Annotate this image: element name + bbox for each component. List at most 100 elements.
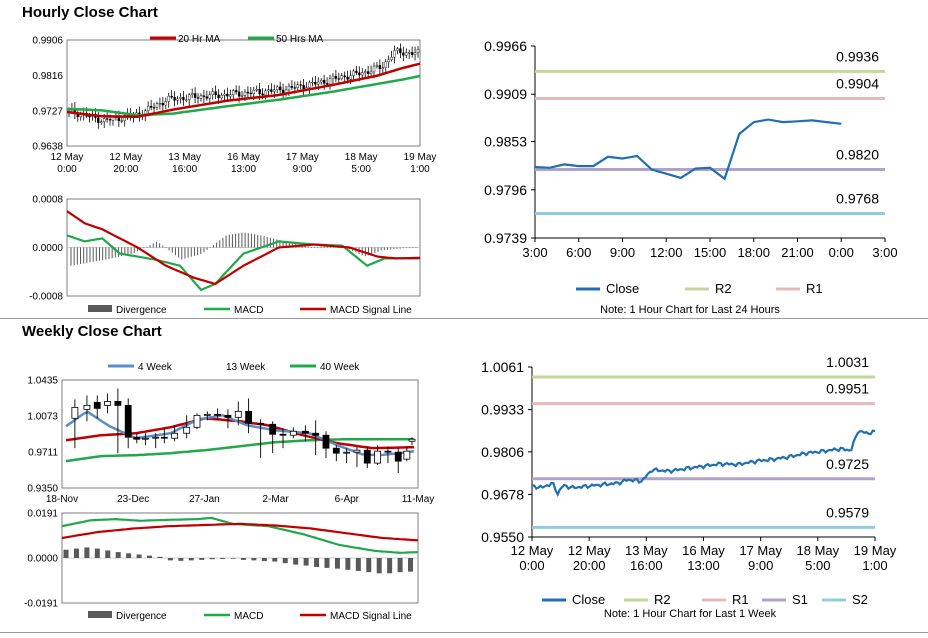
hourly-macd-divergence-bar xyxy=(136,247,138,252)
hourly-macd-divergence-bar xyxy=(323,246,325,248)
weekly-macd-divergence-bar xyxy=(366,558,372,573)
hourly-ma50-line xyxy=(66,74,421,117)
hourly-candle-body xyxy=(217,94,220,99)
hourly-macd-divergence-bar xyxy=(83,247,85,264)
weekly-macd-divergence-bar xyxy=(136,554,142,558)
hourly-price-xtick-time-2: 16:00 xyxy=(172,164,197,175)
hourly-candle-body xyxy=(182,97,185,101)
hourly-macd-divergence-bar xyxy=(184,247,186,259)
weekly-candle-body xyxy=(133,436,141,440)
hourly-candle-body xyxy=(252,89,255,95)
hourly-macd-divergence-bar xyxy=(406,247,408,249)
hourly-candle-body xyxy=(232,90,235,95)
hourly-candle-body xyxy=(188,94,191,101)
hourly-macd-chart: 0.0008 0.0000 -0.0008 Divergence MACD MACD Si… xyxy=(29,195,421,316)
weekly_pivot-legend-label-1: R2 xyxy=(654,592,671,607)
hourly-candle-body xyxy=(108,119,112,121)
weekly_pivot-xtick-time-5: 5:00 xyxy=(805,558,830,573)
weekly-macd-legend-label-0: Divergence xyxy=(116,611,167,622)
weekly-macd-divergence-bar xyxy=(178,558,184,561)
hourly-macd-divergence-bar xyxy=(390,247,392,250)
hourly-macd-divergence-bar xyxy=(181,247,183,260)
weekly-price-xtick-3: 2-Mar xyxy=(263,494,290,505)
hourly_pivot-xtick-4: 15:00 xyxy=(694,245,727,260)
hourly-candle-body xyxy=(355,70,358,73)
weekly_pivot-xtick-time-1: 20:00 xyxy=(573,558,606,573)
hourly-candle-body xyxy=(325,83,329,85)
hourly-macd-divergence-bar xyxy=(143,247,145,249)
weekly-macd-divergence-bar xyxy=(293,558,299,565)
hourly-macd-divergence-bar xyxy=(168,247,170,251)
hourly_pivot-level-s1-label: 0.9768 xyxy=(836,190,879,206)
weekly-candle-body xyxy=(124,404,132,438)
hourly-candle-body xyxy=(152,107,156,109)
hourly-macd-divergence-bar xyxy=(317,246,319,248)
hourly-price-xtick-time-1: 20:00 xyxy=(113,164,138,175)
hourly-price-xtick-time-4: 9:00 xyxy=(293,164,313,175)
hourly_pivot-ytick-4: 0.9739 xyxy=(484,230,527,246)
hourly-ma20-line xyxy=(66,62,421,118)
weekly-candle-body xyxy=(234,410,242,418)
hourly-macd-divergence-bar xyxy=(320,246,322,248)
hourly-candle-body xyxy=(220,95,223,99)
hourly-macd-divergence-bar xyxy=(393,247,395,250)
hourly-candle-body xyxy=(308,82,311,88)
weekly-candle-body xyxy=(363,449,371,464)
hourly-macd-divergence-bar xyxy=(371,247,373,254)
weekly-price-xtick-5: 11-May xyxy=(402,494,435,505)
weekly-macd-divergence-bar xyxy=(334,558,340,569)
hourly-macd-divergence-bar xyxy=(238,233,240,248)
weekly-macd-divergence-bar xyxy=(397,558,403,573)
hourly-candle-body xyxy=(102,118,106,122)
hourly-price-xtick-time-3: 13:00 xyxy=(231,164,256,175)
weekly-macd-divergence-bar xyxy=(303,558,309,566)
hourly-candle-body xyxy=(349,75,352,80)
hourly-candle-body xyxy=(223,93,226,96)
hourly-candle-body xyxy=(226,93,229,97)
hourly-macd-divergence-bar xyxy=(216,242,218,248)
hourly_pivot-xtick-0: 3:00 xyxy=(522,245,547,260)
hourly-macd-divergence-bar xyxy=(174,247,176,256)
hourly-macd-ytick-0: 0.0008 xyxy=(32,195,63,206)
hourly-candle-body xyxy=(240,95,244,97)
hourly-macd-divergence-bar xyxy=(279,240,281,248)
weekly-candle-body xyxy=(141,437,149,440)
hourly-candle-body xyxy=(346,76,349,80)
hourly_pivot-xtick-6: 21:00 xyxy=(781,245,814,260)
weekly-price-plot-frame xyxy=(61,379,419,489)
hourly-candle-body xyxy=(372,65,376,73)
weekly-candle-body xyxy=(353,449,361,453)
hourly-candle-body xyxy=(375,65,379,67)
hourly-macd-divergence-bar xyxy=(178,247,180,258)
hourly-candle-body xyxy=(340,75,343,79)
hourly-candle-body xyxy=(146,105,150,111)
hourly-candle-body xyxy=(334,75,338,79)
hourly-macd-divergence-bar xyxy=(225,235,227,248)
weekly-macd-divergence-bar xyxy=(167,558,173,561)
hourly-macd-divergence-bar xyxy=(247,233,249,248)
weekly_pivot-ytick-2: 0.9806 xyxy=(481,444,524,460)
weekly-candle-body xyxy=(114,401,122,406)
hourly_pivot-ytick-0: 0.9966 xyxy=(484,38,527,54)
weekly_pivot-legend-label-3: S1 xyxy=(792,592,808,607)
weekly-candle-body xyxy=(374,450,382,464)
weekly-price-ytick-1: 1.0073 xyxy=(27,412,58,423)
weekly-macd-divergence-bar xyxy=(282,558,288,564)
hourly-macd-divergence-bar xyxy=(165,247,167,249)
hourly-candle-body xyxy=(208,94,211,99)
hourly-macd-divergence-bar xyxy=(98,247,100,261)
hourly-price-xtick-time-0: 0:00 xyxy=(57,164,77,175)
weekly-pivot-chart: 1.0061 0.9933 0.9806 0.9678 0.9550 1.0031 0.99… xyxy=(481,354,897,607)
hourly-candle-body xyxy=(343,75,346,78)
hourly-candle-body xyxy=(387,59,390,63)
weekly-candle-body xyxy=(384,450,392,453)
hourly-price-xtick-1: 12 May xyxy=(109,152,142,163)
hourly-macd-divergence-bar xyxy=(307,246,309,248)
hourly-macd-divergence-bar xyxy=(415,246,417,248)
hourly_pivot-xtick-2: 9:00 xyxy=(610,245,635,260)
weekly_pivot-legend-label-2: R1 xyxy=(732,592,749,607)
hourly-candle-body xyxy=(416,49,420,53)
hourly-macd-divergence-bar xyxy=(241,232,243,248)
hourly-price-xtick-2: 13 May xyxy=(168,152,201,163)
hourly-price-xtick-time-5: 5:00 xyxy=(351,164,371,175)
